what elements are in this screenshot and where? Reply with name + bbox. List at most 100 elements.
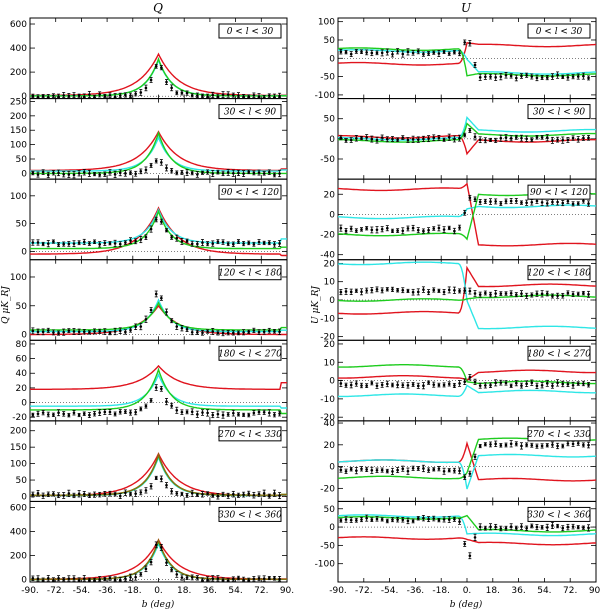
data-point [67,329,71,332]
y-tick-label: -100 [315,91,336,101]
data-point [57,95,60,98]
data-point [453,50,456,54]
data-point [36,492,40,495]
panel-U-5: -20 0 20 40 270 < l < 330 [320,419,597,502]
data-point [427,517,430,521]
data-point [93,579,96,582]
data-point [525,382,528,386]
data-point [458,469,461,473]
data-point [355,382,358,385]
data-point [437,52,441,55]
data-point [278,172,281,175]
panel-Q-4: -20 0 20 40 60 80 180 < l < 270 [12,339,288,423]
data-point [422,229,425,233]
data-point [401,288,405,292]
data-point [386,519,389,523]
data-point [175,325,179,328]
model-curve-cyan [338,453,597,490]
data-point [93,412,96,416]
data-point [185,171,189,174]
data-point [206,330,209,333]
y-tick-label: 250 [10,97,27,107]
data-point [515,199,518,203]
data-point [530,201,534,204]
data-point [160,161,163,164]
x-tick-label: 54. [537,586,551,596]
data-point [72,577,76,580]
data-point [427,228,430,232]
data-point [62,242,65,246]
data-point [242,172,245,175]
data-point [72,411,76,415]
y-tick-label: 50 [16,302,28,312]
data-point [129,492,132,496]
data-point [375,468,379,472]
data-point [473,63,477,67]
data-point [124,577,127,580]
range-label-box [527,184,591,200]
data-point [344,383,348,387]
data-point [144,489,148,492]
data-point [365,516,368,520]
y-tick-label: 50 [16,155,28,165]
data-point [535,525,539,529]
y-tick-label: 100 [318,18,335,28]
data-point [422,52,425,56]
data-point [113,173,117,176]
data-point [252,493,256,497]
data-point [453,384,456,387]
data-point [185,576,189,579]
data-point [278,242,281,245]
data-point [216,577,220,580]
data-point [247,579,251,582]
data-point [170,236,173,239]
data-point [252,329,256,332]
data-point [344,290,348,293]
data-point [571,292,575,296]
data-point [180,492,184,496]
data-point [349,518,353,522]
data-point [252,577,256,581]
data-point [103,410,107,414]
y-tick-label: 0 [21,169,27,179]
data-point [113,492,117,496]
data-point [180,171,184,174]
data-point [88,242,91,245]
data-point [551,75,554,78]
data-point [196,493,199,497]
data-point [77,413,81,417]
data-point [31,577,35,580]
data-point [160,220,163,223]
y-tick-label: 50 [324,505,336,515]
data-point [190,576,194,579]
model-curve-red [30,364,287,390]
range-label-box [218,23,282,39]
data-point [180,410,184,414]
data-point [396,49,399,53]
data-point [349,383,353,387]
data-point [154,543,158,547]
data-point [494,292,497,295]
data-point [530,443,534,447]
data-point [98,330,101,333]
y-tick-label: 20 [324,259,336,269]
data-point [442,228,446,231]
data-point [416,50,420,53]
data-point [82,330,86,333]
data-point [499,136,503,140]
data-point [82,240,86,244]
data-point [170,404,173,408]
data-point [139,170,143,173]
y-tick-label: 80 [16,340,28,350]
data-point [36,330,40,334]
data-point [206,170,209,174]
y-tick-label: 400 [10,527,27,537]
model-curve-cyan [30,541,287,581]
data-point [57,576,60,580]
data-point [458,51,461,55]
data-point [349,467,353,471]
y-tick-label: -20 [320,413,335,423]
data-point [201,331,204,335]
data-point [103,94,107,98]
